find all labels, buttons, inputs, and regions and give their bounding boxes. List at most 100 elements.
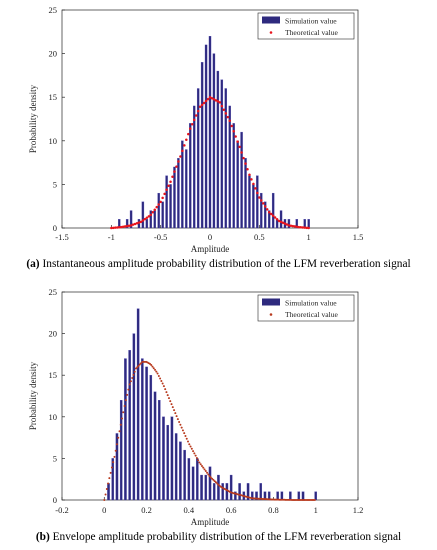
pb-histogram-bar: [289, 491, 292, 501]
pa-theory-point: [295, 225, 299, 229]
pa-theory-point: [194, 114, 198, 117]
pa-theory-point: [293, 225, 297, 228]
pb-theory-point: [131, 377, 134, 380]
pa-histogram-bar: [157, 192, 160, 229]
pb-theory-point: [202, 466, 205, 469]
pa-theory-point: [262, 202, 265, 205]
pa-theory-point: [153, 208, 156, 211]
pa-histogram-bar: [248, 175, 251, 229]
pb-histogram-bar: [136, 308, 140, 501]
pa-histogram-bar: [165, 175, 168, 229]
pb-theory-point: [127, 388, 130, 391]
pa-theory-point: [291, 224, 295, 228]
pa-theory-point: [185, 138, 188, 142]
pb-theory-point: [157, 375, 160, 378]
pb-histogram-bar: [141, 358, 144, 501]
pb-theory-point: [115, 443, 118, 446]
pb-theory-point: [162, 385, 165, 388]
pa-legend-swatch-theory: [269, 31, 273, 34]
pa-histogram-bar: [275, 219, 279, 229]
pb-theory-point: [313, 499, 316, 501]
pa-ytick-label: 15: [49, 92, 58, 102]
pb-theory-point: [154, 368, 157, 371]
pb-theory-point: [209, 476, 212, 479]
pb-histogram-bar: [124, 358, 127, 501]
pa-histogram-bar: [204, 44, 208, 229]
pa-theory-point: [230, 124, 233, 128]
pa-theory-point: [244, 162, 247, 165]
pb-theory-point: [211, 477, 214, 480]
pb-histogram-bar: [251, 491, 254, 501]
pa-histogram-bar: [236, 140, 239, 229]
pa-theory-point: [123, 225, 127, 228]
pa-xtick-label: -1.5: [55, 232, 68, 242]
pa-histogram-bar: [169, 184, 172, 229]
pb-theory-point: [119, 423, 122, 426]
pb-histogram-bar: [174, 433, 178, 501]
pb-theory-point: [175, 415, 178, 418]
pa-theory-point: [167, 184, 170, 188]
pa-theory-point: [141, 219, 145, 222]
pa-histogram-bar: [193, 105, 196, 229]
pa-theory-point: [190, 122, 194, 126]
pa-theory-point: [240, 151, 243, 154]
pb-xtick-label: 0.6: [226, 505, 237, 515]
pb-theory-point: [164, 388, 167, 391]
pa-histogram-bar: [129, 210, 133, 229]
pa-theory-point: [200, 103, 204, 107]
pb-theory-point: [184, 434, 187, 437]
pb-xtick-label: 0.8: [268, 505, 279, 515]
pb-theory-point: [160, 380, 163, 383]
chart-a: -1.5 -1 -0.5 0 0.5 1 1.5 0 5 10 15 20 25 Amplitude Pro…: [28, 5, 363, 254]
pb-histogram-bar: [191, 466, 195, 501]
pa-xtick-label: 0.5: [254, 232, 265, 242]
pb-histogram-bar: [246, 483, 250, 501]
pb-theory-point: [105, 488, 108, 491]
caption-a-text: Instantaneous amplitude probability dist…: [39, 258, 411, 270]
pb-theory-point: [179, 423, 182, 426]
pa-histogram-bar: [244, 158, 247, 229]
pb-theory-point: [114, 449, 117, 452]
pa-theory-point: [252, 182, 255, 186]
pa-theory-point: [220, 104, 224, 108]
pa-theory-point: [110, 226, 113, 230]
pa-histogram-bar: [232, 123, 235, 229]
pb-theory-point: [193, 452, 196, 455]
pa-histogram-bar: [260, 192, 263, 229]
pb-histogram-bar: [314, 491, 317, 501]
pb-theory-point: [197, 459, 200, 462]
pa-histogram-bar: [181, 140, 184, 229]
pa-theory-point: [143, 217, 147, 221]
pb-theory-point: [195, 456, 198, 459]
pb-theory-point: [180, 426, 183, 429]
pa-theory-point: [303, 226, 306, 229]
pa-histogram-bar: [173, 166, 176, 229]
pb-histogram-bar: [162, 416, 165, 501]
pb-theory-point: [161, 382, 164, 385]
pb-theory-point: [110, 466, 113, 469]
pa-theory-point: [299, 226, 303, 229]
pa-theory-point: [287, 224, 291, 227]
pb-legend-swatch-theory: [269, 313, 273, 316]
pb-histogram-bar: [225, 483, 229, 501]
pb-theory-point: [200, 464, 203, 467]
pb-theory-point: [187, 440, 190, 443]
pb-histogram-bar: [187, 458, 191, 501]
pb-histogram-bar: [208, 466, 212, 501]
pa-theory-point: [179, 155, 182, 158]
pb-theory-point: [199, 463, 202, 466]
pb-histogram-bar: [119, 400, 123, 501]
pa-theory-point: [177, 160, 180, 163]
pb-xtick-label: 1.2: [353, 505, 364, 515]
pa-theory-point: [283, 222, 287, 225]
pa-theory-point: [285, 223, 289, 226]
pb-theory-point: [112, 461, 115, 464]
pa-xtick-label: 0: [208, 232, 212, 242]
pa-theory-point: [236, 140, 239, 143]
pb-theory-point: [109, 471, 112, 474]
pa-theory-point: [206, 97, 210, 101]
pa-theory-point: [271, 214, 275, 218]
pa-theory-point: [212, 98, 216, 101]
pb-y-axis-label: Probability density: [28, 361, 38, 430]
pa-theory-point: [279, 220, 283, 224]
